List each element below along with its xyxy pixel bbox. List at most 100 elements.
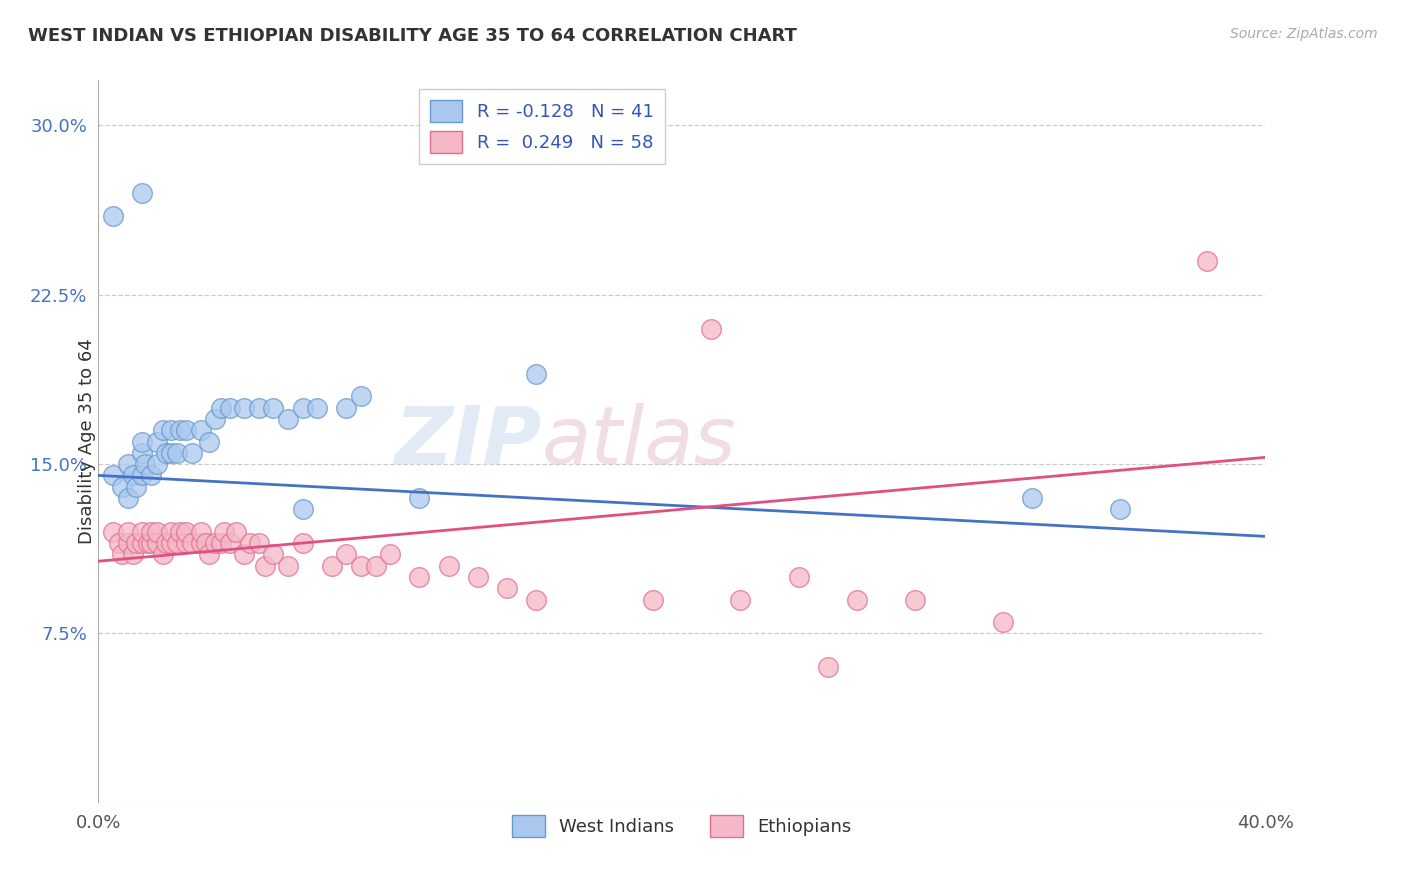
Point (218, 536, 240, 550)
Point (1021, 491, 1043, 505)
Point (166, 446, 188, 460)
Point (787, 570, 810, 584)
Point (139, 536, 162, 550)
Point (174, 423, 197, 437)
Point (991, 615, 1014, 630)
Point (101, 524, 124, 539)
Point (225, 524, 247, 539)
Point (160, 524, 183, 539)
Point (101, 468, 124, 483)
Point (136, 536, 159, 550)
Point (277, 558, 299, 573)
Point (160, 536, 183, 550)
Point (195, 536, 218, 550)
Point (155, 446, 177, 460)
Point (364, 558, 387, 573)
Point (190, 524, 212, 539)
Point (291, 401, 314, 415)
Point (146, 536, 169, 550)
Point (262, 401, 284, 415)
Point (641, 592, 664, 607)
Point (212, 524, 235, 539)
Point (131, 536, 153, 550)
Point (437, 558, 460, 573)
Point (700, 321, 723, 335)
Point (198, 548, 221, 562)
Text: WEST INDIAN VS ETHIOPIAN DISABILITY AGE 35 TO 64 CORRELATION CHART: WEST INDIAN VS ETHIOPIAN DISABILITY AGE … (28, 27, 797, 45)
Point (160, 423, 183, 437)
Point (111, 480, 134, 494)
Point (180, 536, 202, 550)
Point (204, 412, 226, 426)
Point (108, 536, 131, 550)
Point (169, 524, 191, 539)
Point (117, 457, 139, 471)
Point (335, 401, 357, 415)
Point (174, 536, 197, 550)
Point (101, 209, 124, 223)
Point (307, 401, 329, 415)
Point (204, 536, 226, 550)
Point (122, 468, 145, 483)
Text: ZIP: ZIP (395, 402, 541, 481)
Point (131, 434, 153, 449)
Point (169, 423, 191, 437)
Point (146, 457, 169, 471)
Point (166, 536, 188, 550)
Point (160, 446, 183, 460)
Point (846, 592, 869, 607)
Point (134, 457, 156, 471)
Point (350, 389, 373, 403)
Point (131, 446, 153, 460)
Point (262, 548, 284, 562)
Point (247, 401, 270, 415)
Y-axis label: Disability Age 35 to 64: Disability Age 35 to 64 (79, 339, 96, 544)
Point (408, 570, 430, 584)
Legend: West Indians, Ethiopians: West Indians, Ethiopians (505, 808, 859, 845)
Point (335, 548, 357, 562)
Point (117, 524, 139, 539)
Point (467, 570, 489, 584)
Point (277, 412, 299, 426)
Point (291, 502, 314, 516)
Point (146, 434, 169, 449)
Point (152, 423, 174, 437)
Point (218, 401, 240, 415)
Point (131, 468, 153, 483)
Point (125, 536, 148, 550)
Point (117, 536, 139, 550)
Point (190, 536, 212, 550)
Point (1195, 253, 1218, 268)
Point (291, 536, 314, 550)
Point (152, 548, 174, 562)
Point (233, 401, 256, 415)
Point (253, 558, 276, 573)
Point (904, 592, 927, 607)
Point (233, 548, 256, 562)
Point (125, 480, 148, 494)
Point (174, 524, 197, 539)
Point (209, 536, 232, 550)
Point (247, 536, 270, 550)
Point (131, 186, 153, 201)
Point (380, 548, 402, 562)
Point (496, 582, 519, 596)
Point (198, 434, 221, 449)
Point (239, 536, 262, 550)
Point (122, 548, 145, 562)
Point (131, 524, 153, 539)
Point (730, 592, 752, 607)
Point (180, 446, 202, 460)
Text: atlas: atlas (541, 402, 737, 481)
Point (817, 660, 839, 674)
Point (350, 558, 373, 573)
Point (111, 548, 134, 562)
Point (209, 401, 232, 415)
Point (1108, 502, 1130, 516)
Point (190, 423, 212, 437)
Point (321, 558, 343, 573)
Point (146, 524, 169, 539)
Point (155, 536, 177, 550)
Point (408, 491, 430, 505)
Point (524, 367, 547, 381)
